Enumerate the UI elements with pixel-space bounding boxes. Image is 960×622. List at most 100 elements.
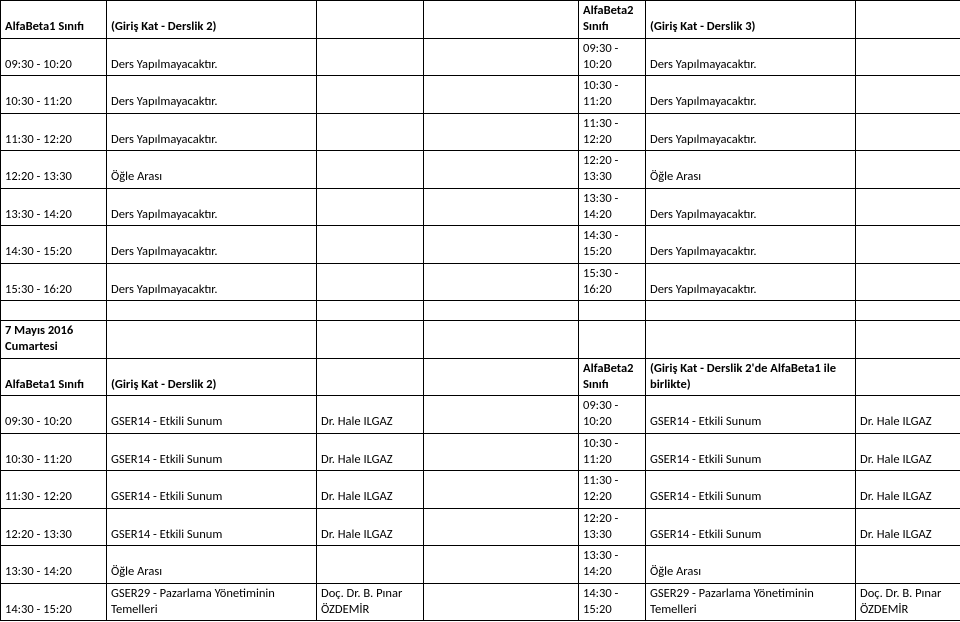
instr-b: [856, 546, 960, 584]
instr-b: [856, 38, 960, 76]
schedule-row: 11:30 - 12:20GSER14 - Etkili SunumDr. Ha…: [1, 471, 960, 509]
instr-b: [856, 76, 960, 114]
schedule-row: 10:30 - 11:20Ders Yapılmayacaktır.10:30 …: [1, 76, 960, 114]
course-a: Ders Yapılmayacaktır.: [107, 38, 317, 76]
gap: [424, 546, 579, 584]
date-empty: [646, 321, 856, 359]
instr-b: [856, 151, 960, 189]
time-b: 10:30 - 11:20: [579, 433, 646, 471]
course-b: Ders Yapılmayacaktır.: [646, 38, 856, 76]
course-b: GSER29 - Pazarlama Yönetiminin Temelleri: [646, 583, 856, 621]
instr-a: [317, 76, 424, 114]
col-header-classA: AlfaBeta1 Sınıfı: [1, 1, 107, 39]
gap: [424, 113, 579, 151]
time-b: 15:30 - 16:20: [579, 263, 646, 301]
course-b: GSER14 - Etkili Sunum: [646, 433, 856, 471]
col-header-roomB: (Giriş Kat - Derslik 3): [646, 1, 856, 39]
schedule-row: 09:30 - 10:20Ders Yapılmayacaktır.09:30 …: [1, 38, 960, 76]
date-label: 7 Mayıs 2016 Cumartesi: [1, 321, 107, 359]
instr-a: [317, 263, 424, 301]
time-a: 11:30 - 12:20: [1, 471, 107, 509]
instr-a: Dr. Hale ILGAZ: [317, 471, 424, 509]
time-a: 12:20 - 13:30: [1, 151, 107, 189]
gap: [424, 38, 579, 76]
course-b: GSER14 - Etkili Sunum: [646, 396, 856, 434]
col-header-instrB: [856, 358, 960, 396]
spacer-cell: [579, 301, 646, 321]
course-b: Ders Yapılmayacaktır.: [646, 76, 856, 114]
spacer-row: [1, 301, 960, 321]
course-a: GSER14 - Etkili Sunum: [107, 508, 317, 546]
schedule-row: 15:30 - 16:20Ders Yapılmayacaktır.15:30 …: [1, 263, 960, 301]
schedule-row: 09:30 - 10:20GSER14 - Etkili SunumDr. Ha…: [1, 396, 960, 434]
instr-b: [856, 263, 960, 301]
instr-a: Dr. Hale ILGAZ: [317, 433, 424, 471]
col-header-roomB: (Giriş Kat - Derslik 2'de AlfaBeta1 ile …: [646, 358, 856, 396]
instr-b: Dr. Hale ILGAZ: [856, 396, 960, 434]
time-a: 12:20 - 13:30: [1, 508, 107, 546]
gap: [424, 188, 579, 226]
gap: [424, 396, 579, 434]
instr-a: Dr. Hale ILGAZ: [317, 396, 424, 434]
instr-a: [317, 38, 424, 76]
gap: [424, 263, 579, 301]
time-a: 09:30 - 10:20: [1, 396, 107, 434]
col-gap: [424, 358, 579, 396]
gap: [424, 433, 579, 471]
time-a: 13:30 - 14:20: [1, 188, 107, 226]
col-gap: [424, 1, 579, 39]
instr-b: Doç. Dr. B. Pınar ÖZDEMİR: [856, 583, 960, 621]
header-row-2: AlfaBeta1 Sınıfı(Giriş Kat - Derslik 2)A…: [1, 358, 960, 396]
time-a: 14:30 - 15:20: [1, 226, 107, 264]
course-b: GSER14 - Etkili Sunum: [646, 471, 856, 509]
course-a: Ders Yapılmayacaktır.: [107, 226, 317, 264]
schedule-row: 11:30 - 12:20Ders Yapılmayacaktır.11:30 …: [1, 113, 960, 151]
course-b: Ders Yapılmayacaktır.: [646, 188, 856, 226]
gap: [424, 151, 579, 189]
col-header-classB: AlfaBeta2 Sınıfı: [579, 1, 646, 39]
time-b: 09:30 - 10:20: [579, 396, 646, 434]
course-b: GSER14 - Etkili Sunum: [646, 508, 856, 546]
instr-b: Dr. Hale ILGAZ: [856, 471, 960, 509]
course-a: GSER29 - Pazarlama Yönetiminin Temelleri: [107, 583, 317, 621]
schedule-row: 12:20 - 13:30GSER14 - Etkili SunumDr. Ha…: [1, 508, 960, 546]
course-b: Öğle Arası: [646, 546, 856, 584]
date-empty: [107, 321, 317, 359]
time-b: 14:30 - 15:20: [579, 226, 646, 264]
course-a: Ders Yapılmayacaktır.: [107, 76, 317, 114]
course-b: Öğle Arası: [646, 151, 856, 189]
col-header-classB: AlfaBeta2 Sınıfı: [579, 358, 646, 396]
schedule-row: 10:30 - 11:20GSER14 - Etkili SunumDr. Ha…: [1, 433, 960, 471]
instr-a: Doç. Dr. B. Pınar ÖZDEMİR: [317, 583, 424, 621]
instr-b: [856, 113, 960, 151]
schedule-row: 13:30 - 14:20Ders Yapılmayacaktır.13:30 …: [1, 188, 960, 226]
instr-a: [317, 151, 424, 189]
date-empty: [579, 321, 646, 359]
time-a: 11:30 - 12:20: [1, 113, 107, 151]
time-a: 10:30 - 11:20: [1, 76, 107, 114]
instr-b: Dr. Hale ILGAZ: [856, 508, 960, 546]
course-a: Ders Yapılmayacaktır.: [107, 188, 317, 226]
spacer-cell: [317, 301, 424, 321]
time-b: 12:20 - 13:30: [579, 508, 646, 546]
schedule-row: 14:30 - 15:20Ders Yapılmayacaktır.14:30 …: [1, 226, 960, 264]
time-b: 11:30 - 12:20: [579, 471, 646, 509]
course-a: GSER14 - Etkili Sunum: [107, 396, 317, 434]
date-row: 7 Mayıs 2016 Cumartesi: [1, 321, 960, 359]
schedule-row: 12:20 - 13:30Öğle Arası12:20 - 13:30Öğle…: [1, 151, 960, 189]
col-header-classA: AlfaBeta1 Sınıfı: [1, 358, 107, 396]
gap: [424, 471, 579, 509]
time-b: 11:30 - 12:20: [579, 113, 646, 151]
col-header-instrA: [317, 1, 424, 39]
time-a: 10:30 - 11:20: [1, 433, 107, 471]
gap: [424, 583, 579, 621]
spacer-cell: [1, 301, 107, 321]
instr-a: [317, 113, 424, 151]
instr-a: [317, 188, 424, 226]
date-empty: [856, 321, 960, 359]
spacer-cell: [646, 301, 856, 321]
time-b: 09:30 - 10:20: [579, 38, 646, 76]
time-a: 15:30 - 16:20: [1, 263, 107, 301]
course-b: Ders Yapılmayacaktır.: [646, 263, 856, 301]
schedule-row: 14:30 - 15:20GSER29 - Pazarlama Yönetimi…: [1, 583, 960, 621]
